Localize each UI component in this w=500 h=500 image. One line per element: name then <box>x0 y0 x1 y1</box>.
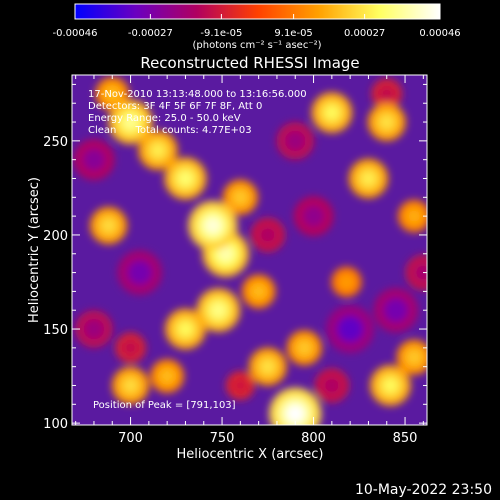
heatmap-source <box>161 370 174 383</box>
annotation-time-range: 17-Nov-2010 13:13:48.000 to 13:16:56.000 <box>88 89 307 100</box>
heatmap-source <box>82 148 106 171</box>
colorbar-tick-label: -0.00027 <box>128 28 173 39</box>
y-axis-title: Heliocentric Y (arcsec) <box>27 177 42 323</box>
x-tick-label: 700 <box>118 431 143 446</box>
heatmap-source <box>380 115 394 129</box>
annotation-method: Clean Total counts: 4.77E+03 <box>88 125 252 136</box>
heatmap-source <box>217 245 234 262</box>
heatmap-source <box>413 262 427 283</box>
heatmap-source <box>178 171 193 186</box>
heatmap-source <box>122 339 139 357</box>
chart-title-area: Reconstructed RHESSI Image <box>140 54 359 72</box>
heatmap-source <box>324 105 339 120</box>
heatmap-source <box>341 276 352 288</box>
x-tick-label: 800 <box>301 431 326 446</box>
heatmap-source <box>298 341 311 355</box>
x-tick-label: 850 <box>393 431 418 446</box>
colorbar-tick-label: 0.00046 <box>419 28 460 39</box>
heatmap-source <box>408 210 420 222</box>
heatmap-source <box>127 260 152 285</box>
y-tick-label: 100 <box>43 417 68 432</box>
heatmap-source <box>178 321 193 337</box>
heatmap-field <box>73 76 427 425</box>
heatmap-source <box>383 298 409 323</box>
heatmap-source <box>284 130 306 152</box>
y-tick-label: 200 <box>43 229 68 244</box>
heatmap-source <box>204 216 222 235</box>
annotation-peak: Position of Peak = [791,103] <box>93 400 236 411</box>
heatmap-source <box>232 377 249 394</box>
heatmap-source <box>336 315 364 343</box>
heatmap-source <box>234 191 247 204</box>
colorbar-tick-label: 0.00027 <box>344 28 385 39</box>
heatmap-source <box>383 378 398 393</box>
x-axis-title: Heliocentric X (arcsec) <box>177 447 324 462</box>
heatmap-source <box>322 376 342 395</box>
annotation-detectors: Detectors: 3F 4F 5F 6F 7F 8F, Att 0 <box>88 101 262 112</box>
annotation-energy-range: Energy Range: 25.0 - 50.0 keV <box>88 113 241 124</box>
heatmap-source <box>378 85 396 103</box>
heatmap-source <box>302 205 325 227</box>
heatmap-source <box>252 285 265 298</box>
heatmap-source <box>102 218 116 233</box>
heatmap-source <box>286 404 305 423</box>
y-tick-label: 250 <box>43 135 68 150</box>
footer-date: 10-May-2022 23:50 <box>355 482 492 498</box>
heatmap-source <box>106 87 119 100</box>
heatmap-source <box>258 225 278 245</box>
colorbar-tick-label: -9.1e-05 <box>200 28 242 39</box>
heatmap-source <box>151 143 165 158</box>
y-tick-label: 150 <box>43 323 68 338</box>
x-tick-label: 750 <box>210 431 235 446</box>
heatmap-source <box>83 318 105 340</box>
plot-frame <box>71 74 428 426</box>
heatmap-source <box>261 360 275 374</box>
colorbar-tick-label: 9.1e-05 <box>274 28 312 39</box>
axis-ticks: 700 750 800 850 100 150 200 250 <box>43 75 427 446</box>
colorbar-ticks: -0.00046 -0.00027 -9.1e-05 9.1e-05 0.00027 0.… <box>53 14 461 39</box>
colorbar-bar <box>74 3 441 20</box>
heatmap-source <box>361 171 376 186</box>
chart-title: Reconstructed RHESSI Image <box>140 54 359 72</box>
heatmap-source <box>124 378 138 393</box>
heatmap-source <box>408 351 421 364</box>
heatmap-source <box>122 114 139 130</box>
colorbar-tick-label: -0.00046 <box>53 28 98 39</box>
heatmap-source <box>210 302 227 318</box>
colorbar-unit-label: (photons cm⁻² s⁻¹ asec⁻²) <box>192 40 321 51</box>
colorbar: -0.00046 -0.00027 -9.1e-05 9.1e-05 0.00027 0.… <box>53 3 461 51</box>
